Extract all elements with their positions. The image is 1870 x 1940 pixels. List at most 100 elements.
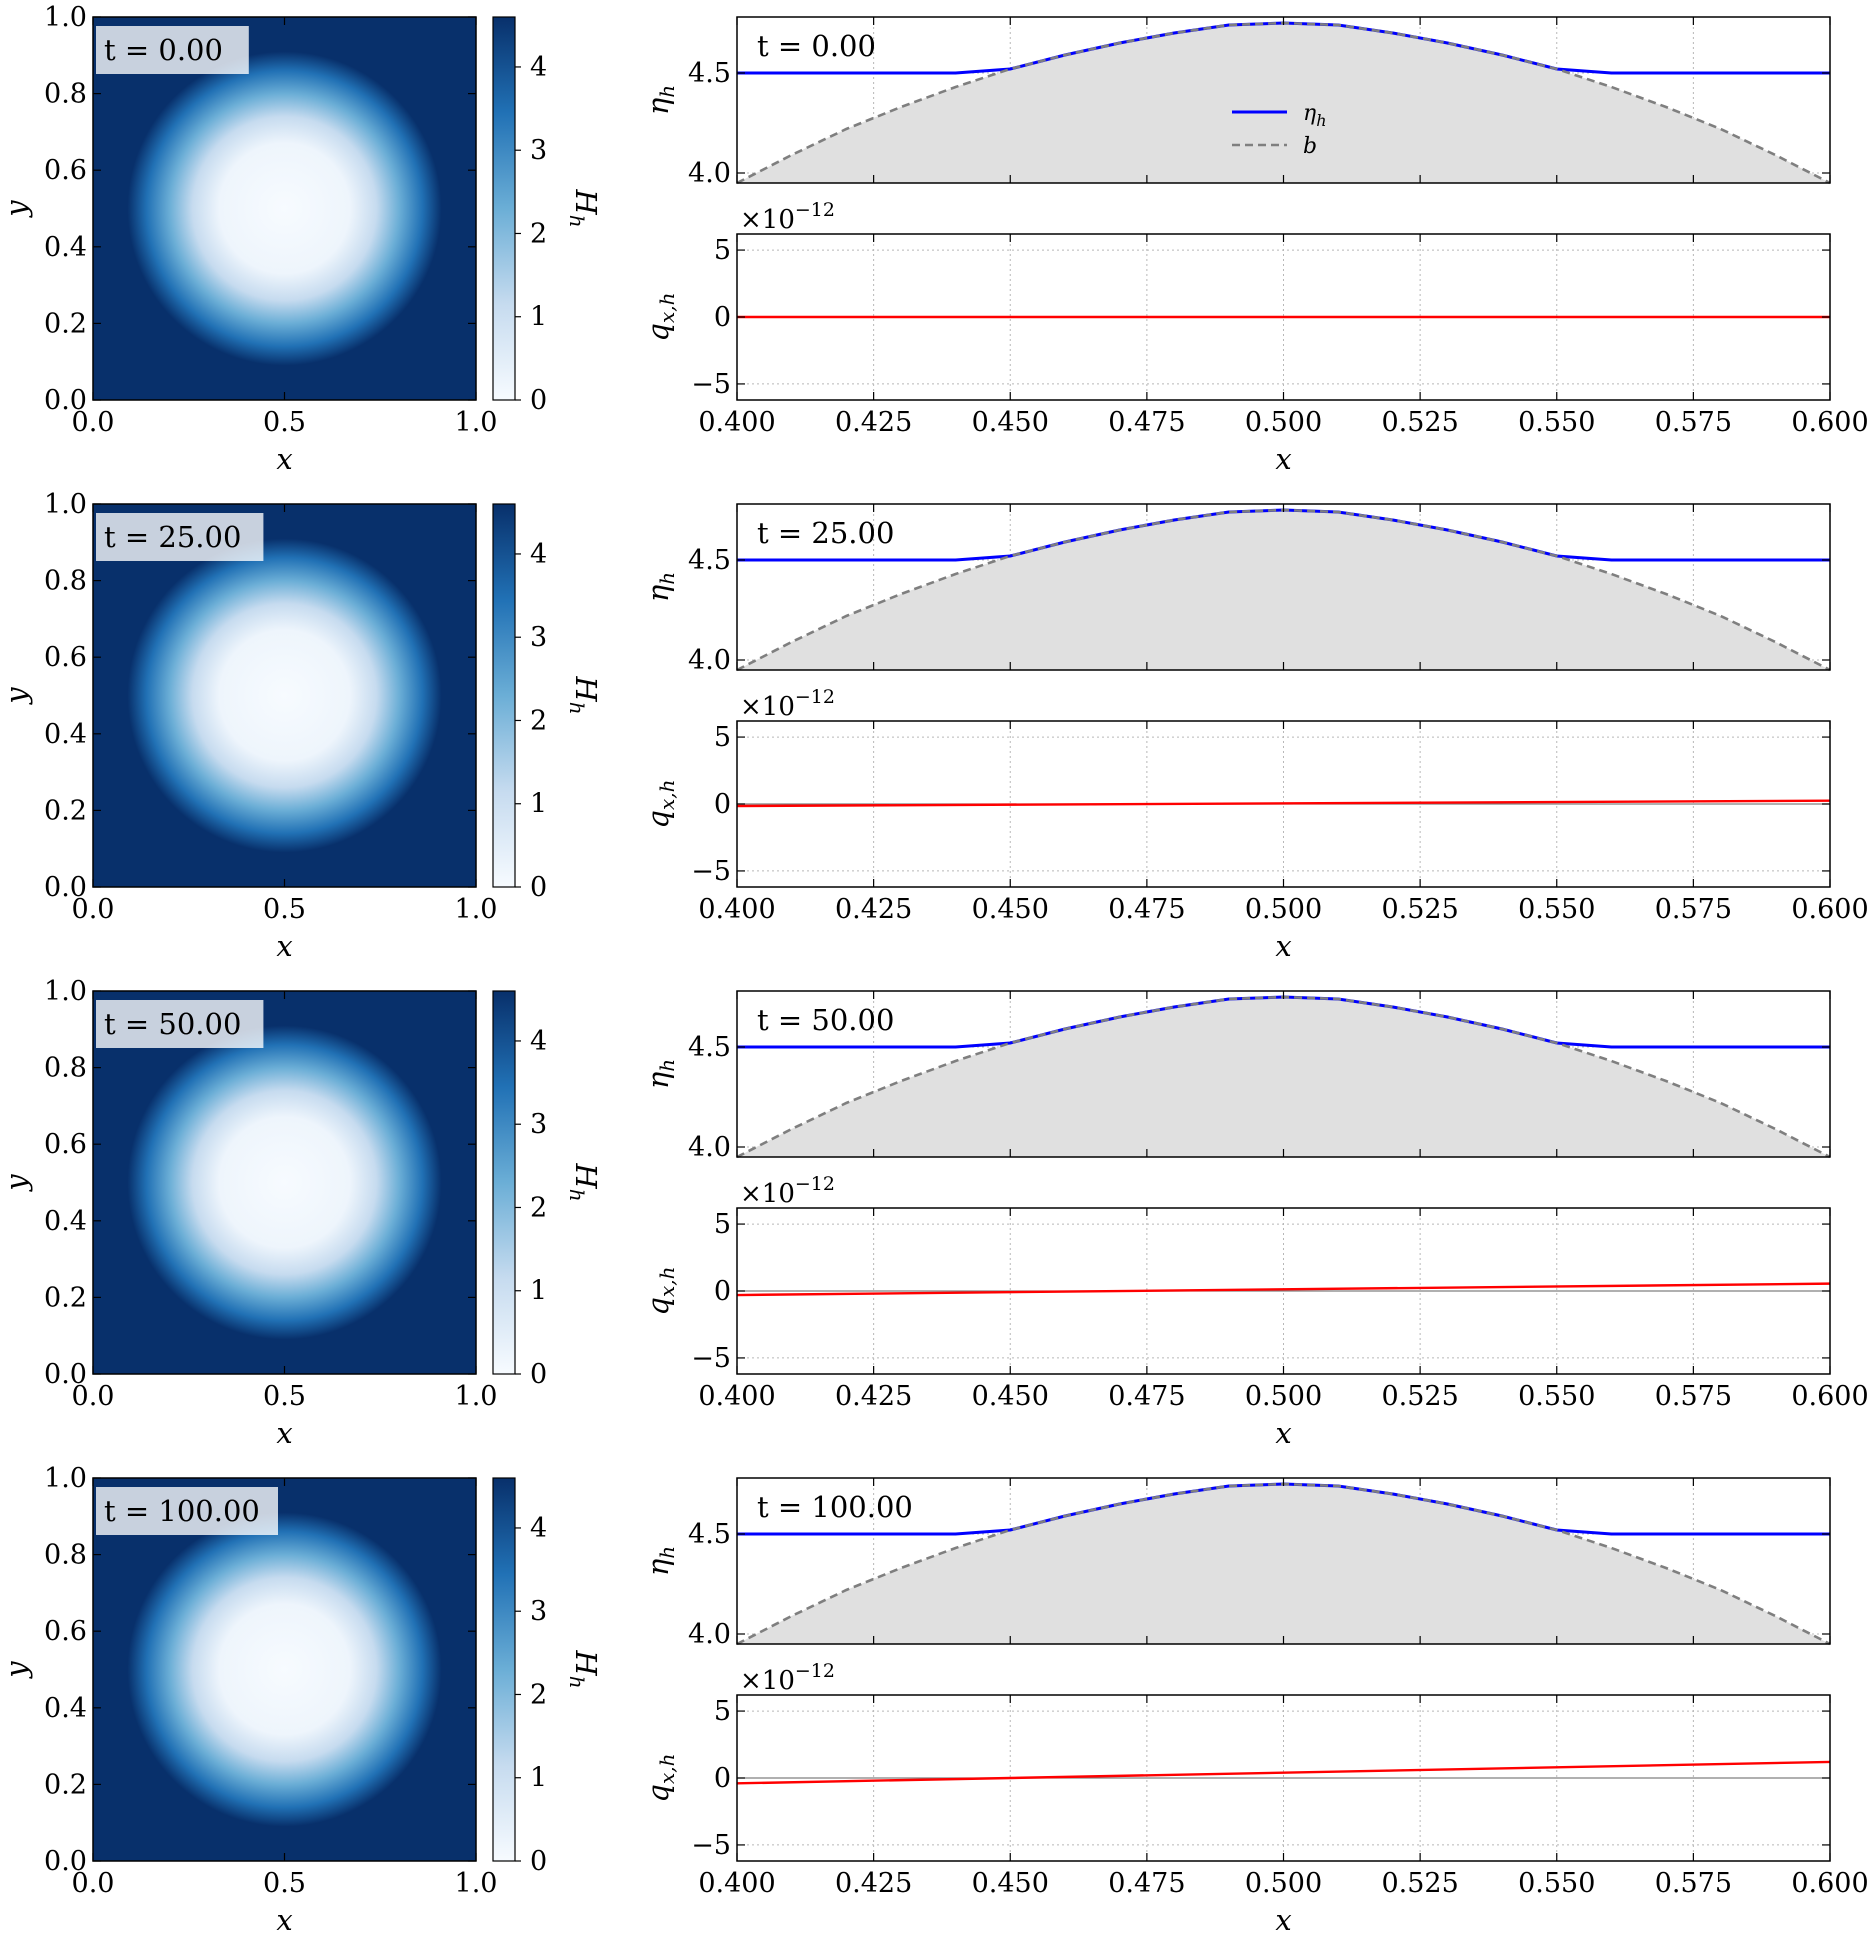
heatmap-xtick-label: 0.0 — [72, 407, 115, 438]
heatmap-xtick-label: 0.5 — [263, 894, 306, 925]
q-xtick-label: 0.600 — [1791, 407, 1868, 438]
q-xtick-label: 0.400 — [698, 894, 775, 925]
time-label-box — [96, 513, 264, 561]
q-line — [736, 799, 1831, 808]
q-ytick-label: −5 — [691, 1830, 731, 1861]
heatmap-ytick-label: 0.8 — [44, 1053, 87, 1084]
q-ytick-label: 0 — [714, 789, 731, 820]
legend-b-label: b — [1303, 134, 1317, 159]
q-xtick-label: 0.500 — [1245, 1868, 1322, 1899]
colorbar-tick-label: 2 — [530, 1679, 547, 1710]
heatmap-xtick-label: 0.5 — [263, 407, 306, 438]
colorbar — [492, 503, 516, 888]
eta-time-label: t = 50.00 — [757, 1003, 894, 1037]
colorbar-label: Hh — [565, 1162, 603, 1201]
heatmap-ytick-label: 0.6 — [44, 1129, 87, 1160]
q-xlabel: x — [1275, 442, 1291, 476]
q-xtick-label: 0.425 — [835, 1868, 912, 1899]
eta-ytick-label: 4.0 — [688, 158, 731, 189]
colorbar-tick-label: 3 — [530, 1109, 547, 1140]
q-ylabel: qx,h — [641, 779, 679, 828]
eta-ylabel: ηh — [641, 1546, 679, 1576]
q-xtick-label: 0.525 — [1381, 1868, 1458, 1899]
eta-ytick-label: 4.5 — [688, 545, 731, 576]
heatmap-ytick-label: 0.0 — [44, 872, 87, 903]
q-xtick-label: 0.500 — [1245, 894, 1322, 925]
heatmap-ytick-label: 0.6 — [44, 1616, 87, 1647]
heatmap-ytick-label: 0.6 — [44, 642, 87, 673]
q-xlabel: x — [1275, 929, 1291, 963]
heatmap-xtick-label: 0.0 — [72, 1381, 115, 1412]
q-xtick-label: 0.400 — [698, 1381, 775, 1412]
q-line — [736, 1282, 1831, 1297]
figure-row: 0.0 0.5 1.0 0.0 0.2 0.4 0.6 0.8 1.0 x y t = 25.00 0 1… — [0, 489, 1869, 963]
heatmap-ytick-label: 0.0 — [44, 385, 87, 416]
q-exponent-label: ×10−12 — [740, 199, 835, 235]
q-xtick-label: 0.425 — [835, 1381, 912, 1412]
colorbar-tick-label: 1 — [530, 789, 547, 820]
q-xtick-label: 0.450 — [972, 1868, 1049, 1899]
heatmap-xtick-label: 0.0 — [72, 894, 115, 925]
colorbar-tick-label: 2 — [530, 705, 547, 736]
heatmap-ytick-label: 0.4 — [44, 1206, 87, 1237]
q-line — [736, 1760, 1831, 1785]
heatmap-field — [93, 1478, 476, 1861]
colorbar-tick-label: 0 — [530, 1359, 547, 1390]
heatmap-xlabel: x — [276, 442, 292, 476]
eta-ytick-label: 4.0 — [688, 1132, 731, 1163]
eta-ytick-label: 4.0 — [688, 645, 731, 676]
heatmap-ytick-label: 1.0 — [44, 976, 87, 1007]
eta-time-label: t = 100.00 — [757, 1490, 913, 1524]
q-xtick-label: 0.600 — [1791, 894, 1868, 925]
q-xtick-label: 0.600 — [1791, 1381, 1868, 1412]
q-xtick-label: 0.575 — [1655, 1868, 1732, 1899]
q-xlabel: x — [1275, 1903, 1291, 1937]
q-xtick-label: 0.475 — [1108, 1868, 1185, 1899]
heatmap-time-label: t = 25.00 — [104, 520, 241, 554]
heatmap-ytick-label: 0.2 — [44, 1282, 87, 1313]
colorbar-tick-label: 3 — [530, 622, 547, 653]
q-ytick-label: 5 — [714, 722, 731, 753]
eta-time-label: t = 0.00 — [757, 29, 876, 63]
q-xtick-label: 0.575 — [1655, 1381, 1732, 1412]
q-xtick-label: 0.475 — [1108, 894, 1185, 925]
q-xtick-label: 0.500 — [1245, 407, 1322, 438]
q-xtick-label: 0.400 — [698, 1868, 775, 1899]
q-exponent-label: ×10−12 — [740, 1173, 835, 1209]
q-xtick-label: 0.475 — [1108, 407, 1185, 438]
eta-ytick-label: 4.5 — [688, 58, 731, 89]
q-ytick-label: 0 — [714, 1763, 731, 1794]
colorbar-label: Hh — [565, 1649, 603, 1688]
heatmap-ylabel: y — [0, 1174, 33, 1193]
heatmap-ytick-label: 0.8 — [44, 566, 87, 597]
colorbar-tick-label: 1 — [530, 1276, 547, 1307]
colorbar-tick-label: 4 — [530, 1513, 547, 1544]
q-ytick-label: 0 — [714, 302, 731, 333]
q-xtick-label: 0.475 — [1108, 1381, 1185, 1412]
q-xtick-label: 0.575 — [1655, 407, 1732, 438]
q-exponent-label: ×10−12 — [740, 1660, 835, 1696]
heatmap-ytick-label: 0.6 — [44, 155, 87, 186]
heatmap-ytick-label: 0.4 — [44, 719, 87, 750]
eta-ytick-label: 4.5 — [688, 1032, 731, 1063]
eta-ylabel: ηh — [641, 572, 679, 602]
eta-ylabel: ηh — [641, 85, 679, 115]
heatmap-xtick-label: 1.0 — [455, 894, 498, 925]
figure-row: 0.0 0.5 1.0 0.0 0.2 0.4 0.6 0.8 1.0 x y t = 50.00 0 1… — [0, 976, 1869, 1450]
colorbar-tick-label: 1 — [530, 302, 547, 333]
heatmap-ytick-label: 1.0 — [44, 489, 87, 520]
heatmap-xtick-label: 0.5 — [263, 1381, 306, 1412]
colorbar-tick-label: 4 — [530, 1026, 547, 1057]
eta-time-label: t = 25.00 — [757, 516, 894, 550]
colorbar-tick-label: 0 — [530, 1846, 547, 1877]
heatmap-ytick-label: 1.0 — [44, 2, 87, 33]
bathymetry-fill — [737, 1484, 1830, 1644]
q-ytick-label: 5 — [714, 1696, 731, 1727]
colorbar-label: Hh — [565, 675, 603, 714]
colorbar-tick-label: 2 — [530, 1192, 547, 1223]
colorbar-label: Hh — [565, 188, 603, 227]
bathymetry-fill — [737, 23, 1830, 183]
colorbar-tick-label: 2 — [530, 218, 547, 249]
heatmap-field — [93, 17, 476, 400]
heatmap-xlabel: x — [276, 1416, 292, 1450]
